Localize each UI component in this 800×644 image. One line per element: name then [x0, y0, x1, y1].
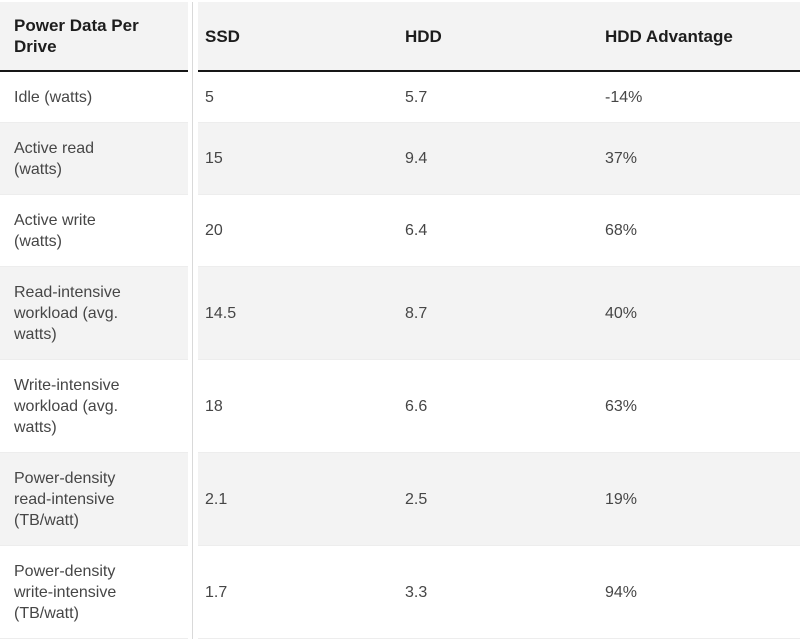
- hdd-value: 6.6: [398, 360, 598, 453]
- hdd-value: 6.4: [398, 195, 598, 267]
- hdd-advantage-value: 19%: [598, 453, 800, 546]
- row-label: Power-density read-intensive (TB/watt): [0, 453, 188, 546]
- column-divider: [188, 72, 198, 123]
- hdd-advantage-value: 68%: [598, 195, 800, 267]
- column-divider: [188, 195, 198, 267]
- table-row-power-density-read: Power-density read-intensive (TB/watt) 2…: [0, 453, 800, 546]
- hdd-advantage-value: 94%: [598, 546, 800, 639]
- table-row-power-density-write: Power-density write-intensive (TB/watt) …: [0, 546, 800, 639]
- table-row-active-write: Active write (watts) 20 6.4 68%: [0, 195, 800, 267]
- row-label: Active read (watts): [0, 123, 188, 195]
- hdd-advantage-value: 40%: [598, 267, 800, 360]
- column-divider: [188, 267, 198, 360]
- header-hdd: HDD: [398, 2, 598, 72]
- table-header-row: Power Data Per Drive SSD HDD HDD Advanta…: [0, 2, 800, 72]
- row-label: Write-intensive workload (avg. watts): [0, 360, 188, 453]
- column-divider: [188, 2, 198, 72]
- row-label: Read-intensive workload (avg. watts): [0, 267, 188, 360]
- hdd-value: 9.4: [398, 123, 598, 195]
- header-row-label: Power Data Per Drive: [0, 2, 188, 72]
- ssd-value: 2.1: [198, 453, 398, 546]
- hdd-advantage-value: 37%: [598, 123, 800, 195]
- ssd-value: 20: [198, 195, 398, 267]
- header-ssd: SSD: [198, 2, 398, 72]
- hdd-value: 2.5: [398, 453, 598, 546]
- hdd-value: 5.7: [398, 72, 598, 123]
- hdd-advantage-value: 63%: [598, 360, 800, 453]
- ssd-value: 5: [198, 72, 398, 123]
- header-hdd-advantage: HDD Advantage: [598, 2, 800, 72]
- column-divider: [188, 546, 198, 639]
- column-divider: [188, 123, 198, 195]
- row-label: Idle (watts): [0, 72, 188, 123]
- column-divider: [188, 453, 198, 546]
- table-row-write-intensive-workload: Write-intensive workload (avg. watts) 18…: [0, 360, 800, 453]
- ssd-value: 1.7: [198, 546, 398, 639]
- table-row-read-intensive-workload: Read-intensive workload (avg. watts) 14.…: [0, 267, 800, 360]
- table-row-active-read: Active read (watts) 15 9.4 37%: [0, 123, 800, 195]
- hdd-value: 3.3: [398, 546, 598, 639]
- ssd-value: 18: [198, 360, 398, 453]
- ssd-value: 15: [198, 123, 398, 195]
- hdd-value: 8.7: [398, 267, 598, 360]
- hdd-advantage-value: -14%: [598, 72, 800, 123]
- ssd-value: 14.5: [198, 267, 398, 360]
- row-label: Active write (watts): [0, 195, 188, 267]
- column-divider: [188, 360, 198, 453]
- row-label: Power-density write-intensive (TB/watt): [0, 546, 188, 639]
- table-row-idle: Idle (watts) 5 5.7 -14%: [0, 72, 800, 123]
